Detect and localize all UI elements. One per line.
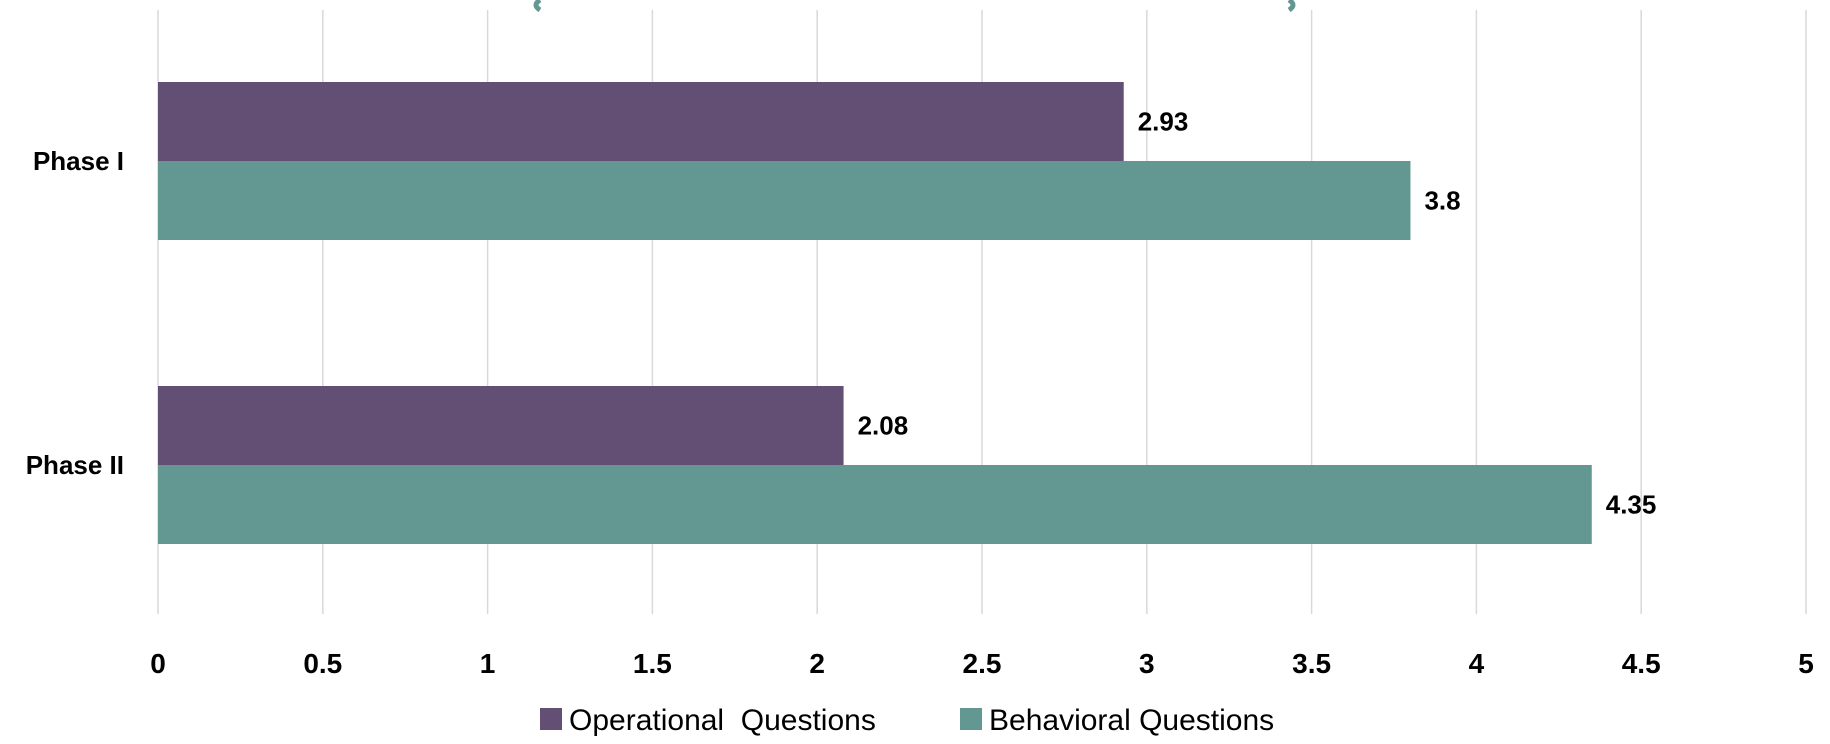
bar-1-1 bbox=[158, 465, 1592, 544]
bar-0-1 bbox=[158, 161, 1411, 240]
tick-label-4: 2 bbox=[809, 648, 825, 679]
tick-label-9: 4.5 bbox=[1622, 648, 1661, 679]
legend-label-0: Operational Questions bbox=[569, 704, 876, 737]
tick-label-0: 0 bbox=[150, 648, 166, 679]
value-labels: 2.93 3.8 2.08 4.35 bbox=[858, 107, 1657, 520]
title-fragment-right bbox=[1287, 0, 1296, 13]
category-label-1: Phase II bbox=[26, 450, 124, 480]
category-label-0: Phase I bbox=[33, 146, 124, 176]
bars bbox=[158, 82, 1592, 544]
tick-label-3: 1.5 bbox=[633, 648, 672, 679]
bar-0-0 bbox=[158, 82, 1124, 161]
category-labels: Phase I Phase II bbox=[26, 146, 124, 480]
tick-label-6: 3 bbox=[1139, 648, 1155, 679]
bar-1-0 bbox=[158, 386, 844, 465]
tick-label-5: 2.5 bbox=[963, 648, 1002, 679]
value-label-1-0: 2.08 bbox=[858, 411, 909, 441]
legend-label-1: Behavioral Questions bbox=[989, 704, 1274, 737]
value-label-1-1: 4.35 bbox=[1606, 490, 1657, 520]
legend-swatch-1 bbox=[960, 708, 982, 730]
x-axis-tick-labels: 0 0.5 1 1.5 2 2.5 3 3.5 4 4.5 5 bbox=[150, 648, 1814, 679]
tick-label-7: 3.5 bbox=[1292, 648, 1331, 679]
legend: Operational Questions Behavioral Question… bbox=[540, 704, 1274, 737]
tick-label-2: 1 bbox=[480, 648, 496, 679]
tick-label-8: 4 bbox=[1469, 648, 1485, 679]
value-label-0-1: 3.8 bbox=[1424, 186, 1460, 216]
chart-title-fragment bbox=[533, 0, 1296, 13]
value-label-0-0: 2.93 bbox=[1138, 107, 1189, 137]
title-fragment-left bbox=[533, 0, 542, 13]
legend-swatch-0 bbox=[540, 708, 562, 730]
tick-label-1: 0.5 bbox=[303, 648, 342, 679]
tick-label-10: 5 bbox=[1798, 648, 1814, 679]
